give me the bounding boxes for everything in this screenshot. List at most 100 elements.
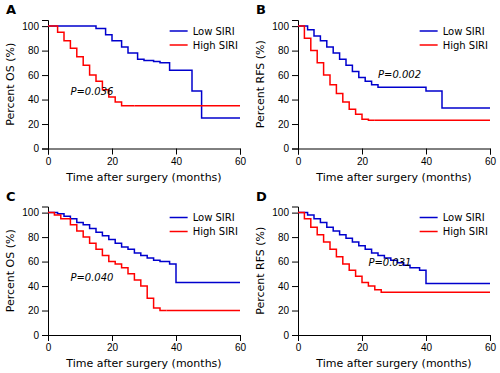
x-tick: 20 — [107, 335, 119, 353]
y-tick-label: 80 — [28, 232, 40, 243]
x-tick-label: 60 — [485, 342, 497, 353]
y-axis-title: Percent OS (%) — [4, 43, 17, 126]
y-tick-mark — [292, 311, 298, 312]
x-tick: 60 — [485, 335, 497, 353]
y-tick-label: 60 — [28, 70, 40, 81]
y-tick-mark — [42, 75, 48, 76]
x-tick-label: 60 — [485, 156, 497, 167]
y-axis-line — [292, 21, 299, 150]
survival-curve-extension — [134, 105, 240, 107]
x-tick: 60 — [235, 335, 247, 353]
x-tick-mark — [240, 335, 241, 341]
y-tick-mark — [42, 237, 48, 238]
x-tick-mark — [490, 335, 491, 341]
y-tick: 80 — [278, 45, 298, 56]
y-axis-line — [42, 21, 49, 150]
x-tick-mark — [112, 335, 113, 341]
legend-label: High SIRI — [443, 226, 488, 237]
x-axis: 0204060 — [296, 335, 497, 353]
y-tick: 100 — [272, 21, 298, 32]
y-tick-mark — [42, 149, 48, 150]
plot-area — [298, 26, 490, 120]
y-tick-mark — [292, 335, 298, 336]
x-axis-title: Time after surgery (months) — [65, 357, 221, 370]
survival-curve — [298, 213, 458, 284]
y-tick: 60 — [278, 70, 298, 81]
y-tick-mark — [292, 100, 298, 101]
legend-label: Low SIRI — [193, 212, 235, 223]
legend-swatch — [420, 44, 438, 46]
x-tick: 40 — [421, 149, 433, 167]
x-tick-label: 60 — [235, 342, 247, 353]
y-tick-label: 0 — [33, 330, 39, 341]
legend: Low SIRIHigh SIRI — [170, 212, 238, 237]
panel: 0204060020406080100Time after surgery (m… — [254, 2, 496, 184]
y-tick-label: 40 — [28, 281, 40, 292]
y-axis-title: Percent RFS (%) — [254, 227, 267, 315]
y-tick-mark — [42, 100, 48, 101]
x-tick-label: 20 — [107, 342, 119, 353]
x-axis-title: Time after surgery (months) — [315, 357, 471, 370]
survival-curve — [48, 213, 166, 311]
x-tick: 60 — [235, 149, 247, 167]
y-tick: 0 — [33, 330, 48, 341]
x-tick-label: 20 — [357, 156, 369, 167]
legend-item: High SIRI — [170, 40, 238, 51]
x-tick-mark — [240, 149, 241, 155]
survival-curve-extension — [458, 283, 490, 285]
x-tick-mark — [176, 335, 177, 341]
p-value: P=0.036 — [70, 86, 113, 97]
y-tick: 80 — [28, 45, 48, 56]
x-axis: 0204060 — [46, 149, 247, 167]
x-tick-label: 40 — [421, 342, 433, 353]
legend: Low SIRI High SIRI — [170, 26, 238, 51]
y-tick-mark — [42, 213, 48, 214]
survival-curve — [298, 26, 458, 108]
x-tick-mark — [426, 335, 427, 341]
y-tick-mark — [42, 26, 48, 27]
y-tick-mark — [42, 286, 48, 287]
y-tick-label: 80 — [278, 232, 290, 243]
y-tick: 60 — [278, 256, 298, 267]
legend: Low SIRIHigh SIRI — [420, 26, 488, 51]
y-tick-mark — [292, 213, 298, 214]
y-tick-label: 40 — [278, 281, 290, 292]
y-tick-mark — [292, 149, 298, 150]
x-tick-label: 40 — [421, 156, 433, 167]
legend-swatch — [170, 231, 188, 233]
x-tick: 0 — [296, 335, 302, 353]
survival-curve-extension — [410, 291, 490, 293]
y-axis: 020406080100 — [272, 207, 298, 341]
legend-item: Low SIRI — [170, 26, 235, 37]
plot-area — [48, 213, 240, 311]
x-tick-label: 20 — [107, 156, 119, 167]
panel: 0204060020406080100Time after surgery (m… — [4, 189, 246, 371]
x-tick-mark — [426, 149, 427, 155]
y-axis-title: Percent RFS (%) — [254, 40, 267, 128]
y-tick: 100 — [272, 207, 298, 218]
y-tick-mark — [42, 311, 48, 312]
y-tick-label: 20 — [28, 119, 40, 130]
x-tick: 20 — [107, 149, 119, 167]
x-tick-mark — [362, 335, 363, 341]
y-tick: 40 — [28, 94, 48, 105]
y-tick-mark — [292, 286, 298, 287]
y-tick: 80 — [28, 232, 48, 243]
y-tick: 100 — [22, 207, 48, 218]
legend-item: Low SIRI — [170, 212, 235, 223]
survival-curve-extension — [458, 107, 490, 109]
y-tick: 0 — [283, 143, 298, 154]
x-axis-line — [299, 336, 491, 342]
x-axis-line — [49, 336, 241, 342]
panel-label: D — [256, 189, 267, 204]
legend-swatch — [420, 30, 438, 32]
x-tick-mark — [176, 149, 177, 155]
y-tick-label: 40 — [28, 94, 40, 105]
y-tick-mark — [42, 51, 48, 52]
x-axis-line — [49, 149, 241, 155]
legend-item: Low SIRI — [420, 26, 485, 37]
y-axis: 020406080100 — [22, 207, 48, 341]
legend-swatch — [170, 217, 188, 219]
p-value: P=0.031 — [368, 257, 411, 268]
x-tick: 20 — [357, 149, 369, 167]
